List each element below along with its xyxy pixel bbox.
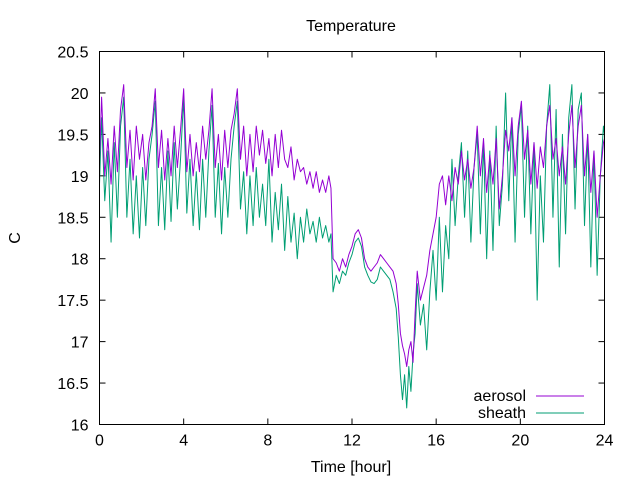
y-tick-label: 20 — [71, 86, 89, 103]
series-lines — [99, 84, 605, 409]
y-tick-label: 16.5 — [57, 376, 88, 393]
y-tick-label: 17.5 — [57, 293, 88, 310]
y-tick-label: 19 — [71, 169, 89, 186]
x-tick-label: 12 — [343, 433, 361, 450]
x-tick-label: 16 — [427, 433, 445, 450]
y-tick-label: 16 — [71, 418, 89, 435]
x-tick-label: 20 — [511, 433, 529, 450]
y-tick-label: 17 — [71, 335, 89, 352]
plot-frame — [99, 51, 605, 425]
y-tick-label: 20.5 — [57, 45, 88, 62]
y-tick-label: 18 — [71, 252, 89, 269]
y-axis-label: C — [7, 232, 24, 244]
y-tick-label: 18.5 — [57, 210, 88, 227]
legend-label-aerosol: aerosol — [474, 388, 526, 405]
series-line-aerosol — [99, 84, 605, 367]
axis-ticks: 0 4 8 12 16 20 24 16 16.5 17 17.5 18 18.5 19 19.5 20 20.… — [57, 45, 613, 450]
x-tick-label: 4 — [179, 433, 188, 450]
y-tick-label: 19.5 — [57, 127, 88, 144]
legend-label-sheath: sheath — [478, 405, 526, 422]
series-line-sheath — [99, 84, 605, 409]
x-axis-label: Time [hour] — [311, 459, 391, 476]
x-tick-label: 8 — [263, 433, 272, 450]
x-tick-label: 0 — [95, 433, 104, 450]
chart-title: Temperature — [306, 18, 396, 35]
x-tick-label: 24 — [596, 433, 614, 450]
